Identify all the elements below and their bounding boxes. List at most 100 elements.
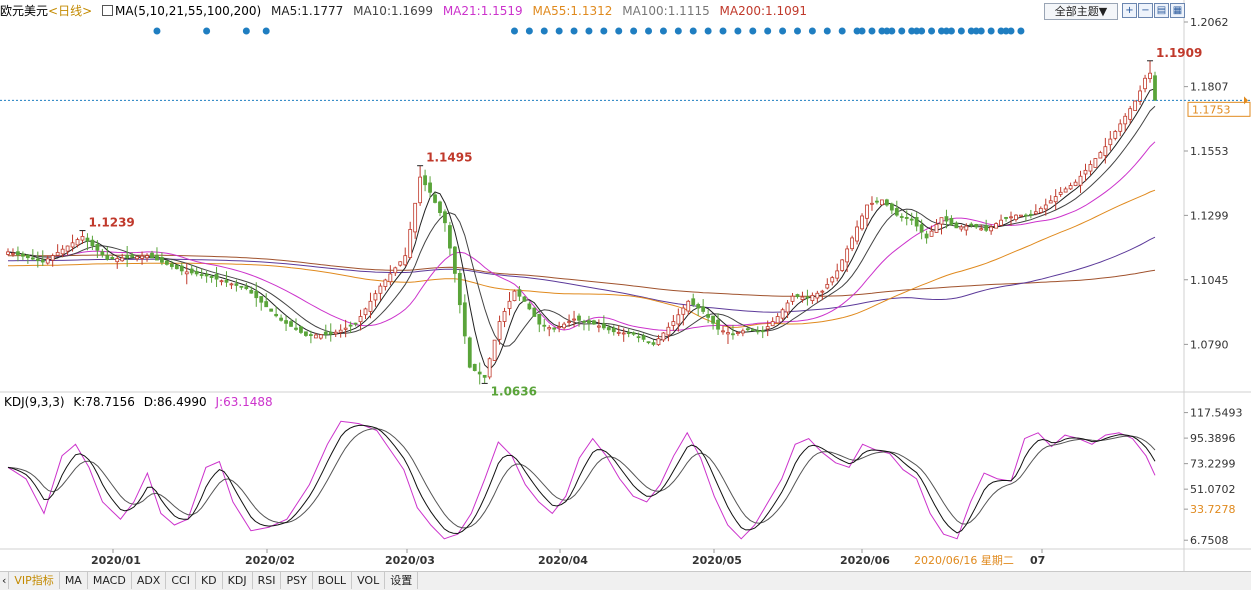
candle-body — [160, 257, 164, 263]
candle-body — [477, 371, 482, 375]
candle-body — [487, 358, 492, 378]
candle-body — [889, 203, 894, 211]
candle-body — [304, 331, 308, 336]
ma21-value: MA21:1.1519 — [442, 4, 523, 18]
candle-body — [363, 308, 368, 316]
candle-body — [398, 261, 403, 266]
candle-body — [16, 251, 20, 256]
chart-header: 欧元美元<日线> MA(5,10,21,55,100,200) MA5:1.17… — [0, 0, 1040, 22]
tab-adx[interactable]: ADX — [132, 572, 167, 589]
ma200-value: MA200:1.1091 — [719, 4, 808, 18]
candle-body — [497, 321, 502, 340]
candle-body — [244, 286, 249, 290]
candle-body — [1004, 217, 1008, 219]
tab-psy[interactable]: PSY — [281, 572, 313, 589]
current-price-arrow-icon — [1244, 96, 1248, 105]
tab-ma[interactable]: MA — [60, 572, 88, 589]
signal-dot — [853, 27, 861, 35]
candle-body — [1143, 77, 1147, 90]
candle-body — [919, 224, 924, 233]
candle-body — [199, 274, 204, 276]
tab-scroll-left[interactable]: ‹ — [0, 572, 10, 589]
signal-dot — [1017, 27, 1025, 35]
ma-legend-icon — [101, 5, 113, 16]
candle-body — [661, 332, 666, 341]
candle-body — [373, 293, 378, 301]
candle-body — [865, 204, 869, 219]
candle-body — [40, 259, 45, 263]
zoom-out-icon[interactable]: − — [1138, 3, 1153, 18]
signal-dot — [540, 27, 548, 35]
kdj-tick-label: 51.0702 — [1190, 483, 1236, 496]
candle-body — [909, 218, 914, 221]
signal-dot — [858, 27, 866, 35]
candle-body — [467, 337, 472, 368]
candle-body — [894, 208, 899, 216]
signal-dot — [262, 27, 270, 35]
candle-body — [736, 332, 740, 334]
candle-body — [264, 301, 269, 308]
kdj-tick-label: 33.7278 — [1190, 503, 1236, 516]
signal-dot — [937, 27, 945, 35]
candle-body — [75, 239, 80, 246]
candle-body — [785, 302, 790, 313]
candle-body — [448, 225, 452, 249]
tab-rsi[interactable]: RSI — [253, 572, 282, 589]
symbol-label: 欧元美元 — [0, 4, 49, 18]
signal-dot — [510, 27, 518, 35]
candle-body — [194, 271, 199, 275]
candle-body — [165, 260, 169, 265]
tab-vip[interactable]: VIP指标 — [9, 572, 60, 589]
candle-body — [527, 303, 532, 310]
signal-dot — [918, 27, 926, 35]
signal-dot — [888, 27, 896, 35]
annotation-label: 1.0636 — [491, 384, 537, 398]
ma5-value: MA5:1.1777 — [271, 4, 344, 18]
date-axis-label: 2020/04 — [538, 554, 588, 567]
candle-body — [805, 296, 810, 299]
tab-macd[interactable]: MACD — [88, 572, 132, 589]
tab-boll[interactable]: BOLL — [313, 572, 353, 589]
candle-body — [984, 225, 989, 231]
candle-body — [1024, 214, 1028, 217]
candle-body — [904, 217, 909, 219]
theme-select-button[interactable]: 全部主题▼ — [1044, 3, 1118, 20]
signal-dot — [913, 27, 921, 35]
ma200-line — [8, 254, 1156, 297]
candle-body — [353, 322, 358, 325]
tab-kdj[interactable]: KDJ — [223, 572, 253, 589]
candle-body — [711, 315, 715, 324]
cursor-date-label: 2020/06/16 星期二 — [914, 554, 1014, 567]
candle-body — [587, 320, 591, 324]
candle-body — [974, 224, 979, 228]
kdj-header: KDJ(9,3,3) K:78.7156 D:86.4990 J:63.1488 — [4, 395, 278, 409]
candle-body — [462, 302, 467, 337]
period-label[interactable]: <日线> — [48, 4, 93, 18]
tab-vol[interactable]: VOL — [352, 572, 386, 589]
tab-cci[interactable]: CCI — [166, 572, 196, 589]
candle-body — [835, 270, 840, 279]
candle-body — [348, 324, 353, 327]
signal-dot — [153, 27, 161, 35]
ma55-line — [7, 189, 1156, 328]
signal-dot — [600, 27, 608, 35]
ma10-line — [7, 105, 1156, 347]
zoom-in-icon[interactable]: + — [1122, 3, 1137, 18]
candle-body — [502, 311, 507, 322]
candle-body — [949, 217, 954, 225]
candle-body — [338, 329, 343, 333]
grid-icon[interactable]: ▦ — [1170, 3, 1185, 18]
candle-body — [1128, 108, 1133, 120]
price-tick-label: 1.1045 — [1190, 274, 1229, 287]
candle-body — [393, 267, 398, 274]
tab-kd[interactable]: KD — [196, 572, 223, 589]
price-tick-label: 1.0790 — [1190, 338, 1229, 351]
candle-body — [656, 338, 661, 346]
candle-body — [1118, 123, 1123, 132]
candle-body — [651, 342, 656, 345]
chart-icon[interactable]: ▤ — [1154, 3, 1169, 18]
tab-settings[interactable]: 设置 — [385, 572, 419, 589]
candle-body — [85, 237, 90, 242]
candle-body — [880, 199, 884, 206]
